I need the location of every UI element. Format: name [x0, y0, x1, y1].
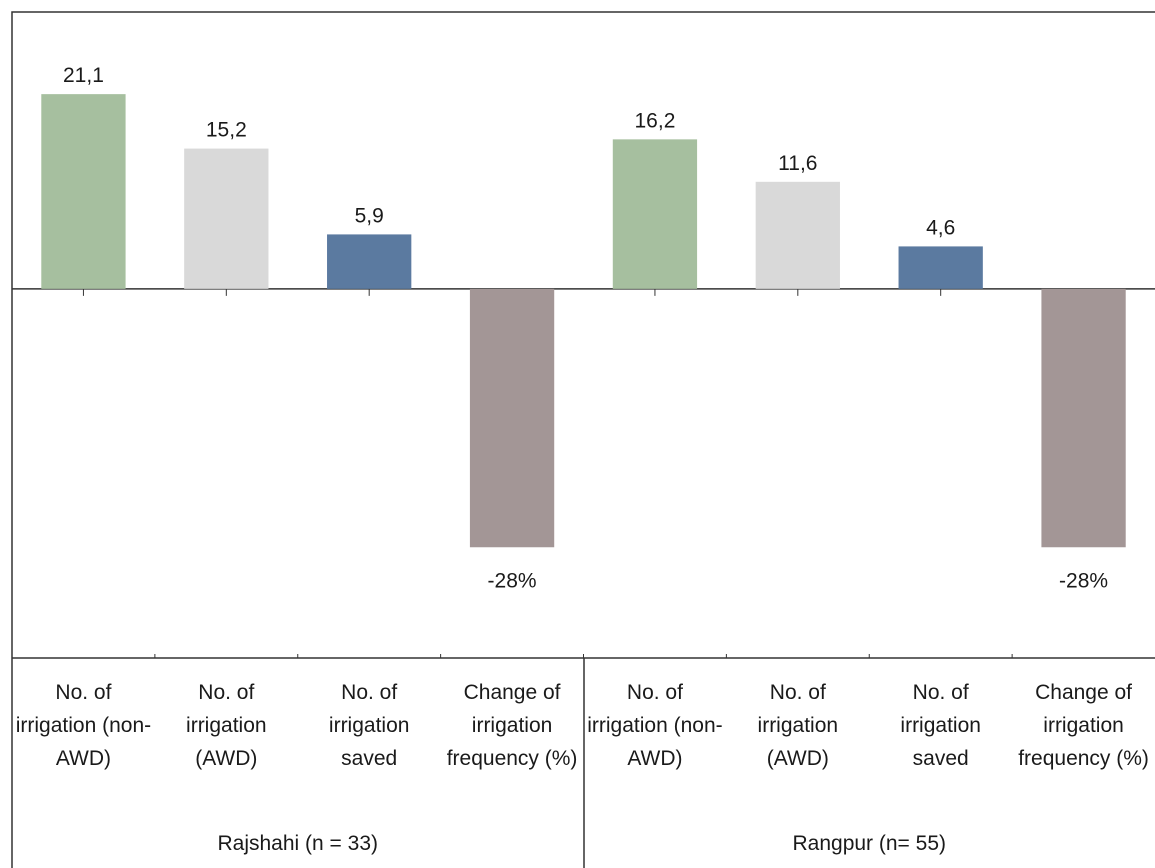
- bar: [184, 148, 269, 289]
- category-label: No. of irrigation saved: [900, 681, 981, 770]
- value-label: 4,6: [926, 216, 955, 239]
- category-label: No. of irrigation (AWD): [757, 681, 839, 770]
- frame: [11, 11, 1155, 868]
- bar: [755, 181, 840, 289]
- category-label: Change of irrigation frequency (%): [446, 681, 578, 770]
- bar: [469, 288, 555, 548]
- category-label: No. of irrigation (AWD): [186, 681, 267, 770]
- bar: [1041, 288, 1126, 548]
- value-label: 16,2: [635, 109, 676, 132]
- value-label: 15,2: [206, 119, 247, 142]
- category-label: No. of irrigation saved: [328, 681, 410, 770]
- bar: [612, 139, 698, 289]
- value-label: -28%: [488, 569, 537, 592]
- value-label: -28%: [1059, 569, 1108, 592]
- category-label: Change of irrigation frequency (%): [1018, 681, 1149, 770]
- category-label: No. of irrigation (non-AWD): [587, 681, 723, 770]
- value-label: 21,1: [63, 64, 104, 87]
- group-label: Rangpur (n= 55): [792, 832, 946, 855]
- value-label: 5,9: [355, 204, 384, 227]
- value-label: 11,6: [778, 152, 817, 175]
- bar: [41, 94, 126, 289]
- bar: [898, 246, 983, 289]
- category-label: No. of irrigation (non-AWD): [15, 681, 152, 770]
- bar: [327, 234, 412, 289]
- group-label: Rajshahi (n = 33): [217, 832, 378, 855]
